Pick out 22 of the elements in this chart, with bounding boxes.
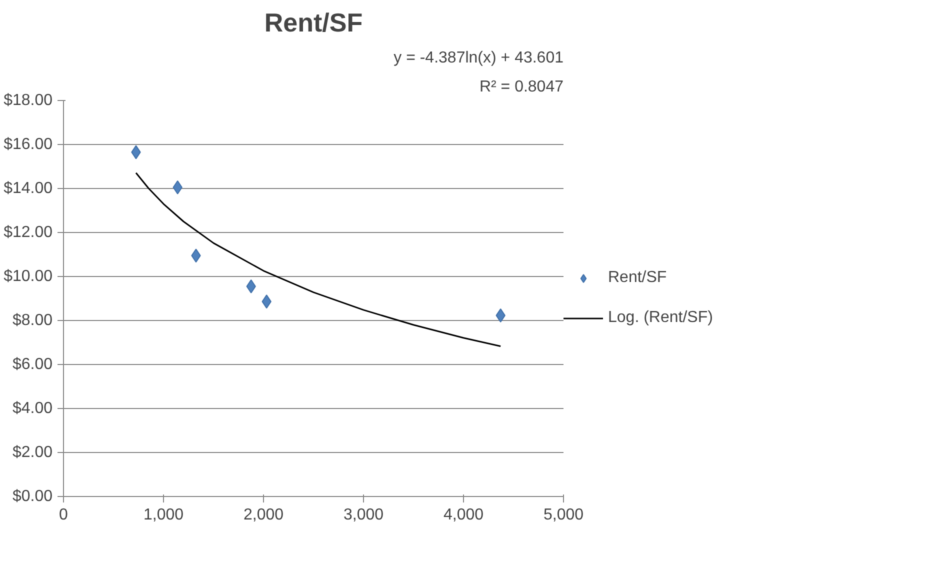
y-tick-label: $0.00 — [12, 488, 53, 505]
x-tick-label: 4,000 — [443, 506, 484, 524]
y-tick-label: $4.00 — [12, 400, 53, 417]
y-tick-label: $8.00 — [12, 312, 53, 329]
x-tick-label: 3,000 — [343, 506, 384, 524]
text: R² = 0.8047 — [479, 78, 564, 96]
y-tick-label: $2.00 — [12, 444, 53, 461]
x-tick-label: 2,000 — [243, 506, 284, 524]
legend-label: Rent/SF — [608, 269, 667, 287]
chart-title: Rent/SF — [264, 8, 363, 38]
y-tick-label: $18.00 — [4, 92, 53, 109]
y-tick-label: $6.00 — [12, 356, 53, 373]
legend-label: Log. (Rent/SF) — [608, 309, 713, 327]
y-tick-label: $12.00 — [4, 224, 53, 241]
y-tick-label: $16.00 — [4, 136, 53, 153]
y-tick-label: $10.00 — [4, 268, 53, 285]
text: y = -4.387ln(x) + 43.601 — [394, 50, 564, 66]
line-series — [135, 172, 502, 347]
x-tick-label: 0 — [59, 506, 68, 524]
y-tick-label: $14.00 — [4, 180, 53, 197]
x-tick-label: 5,000 — [543, 506, 584, 524]
x-tick-label: 1,000 — [143, 506, 184, 524]
